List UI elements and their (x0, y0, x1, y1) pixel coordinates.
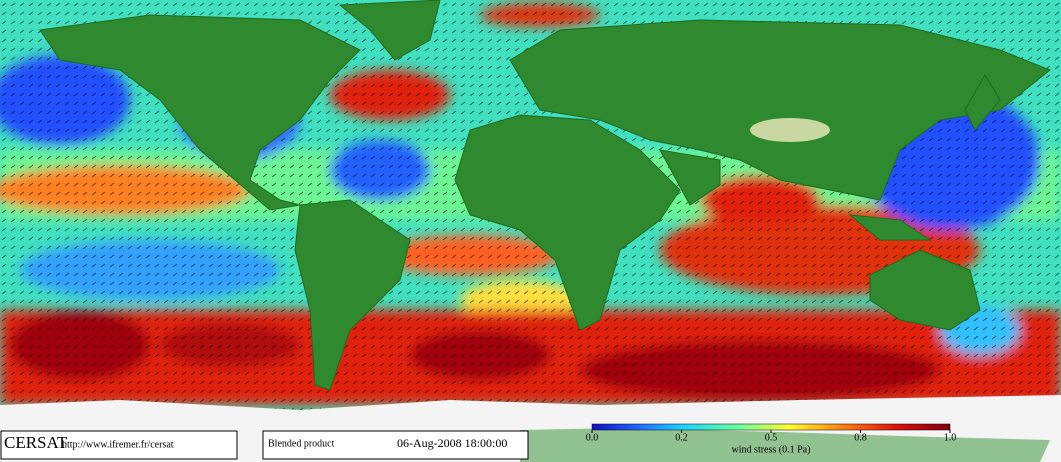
logo-box (0, 430, 238, 460)
datetime: 06-Aug-2008 18:00:00 (397, 436, 507, 450)
colorbar-tick-label: 0.0 (586, 432, 599, 443)
colorbar-tick-label: 0.5 (765, 432, 778, 443)
plateau (750, 118, 830, 142)
colorbar-label: wind stress (0.1 Pa) (732, 444, 811, 455)
land (39, 0, 1051, 391)
url: http://www.ifremer.fr/cersat (62, 439, 174, 450)
colorbar-tick-label: 1.0 (944, 432, 957, 443)
colorbar-tick-label: 0.2 (675, 432, 688, 443)
info-box (262, 430, 529, 460)
colorbar (591, 423, 951, 431)
colorbar-tick-label: 0.8 (854, 432, 867, 443)
logo: CERSAT (4, 433, 68, 452)
product: Blended product (268, 438, 335, 449)
colorbar-ticks: 0.0 0.2 0.5 0.8 1.0 (586, 430, 957, 443)
antarctic-relief (520, 428, 1050, 462)
